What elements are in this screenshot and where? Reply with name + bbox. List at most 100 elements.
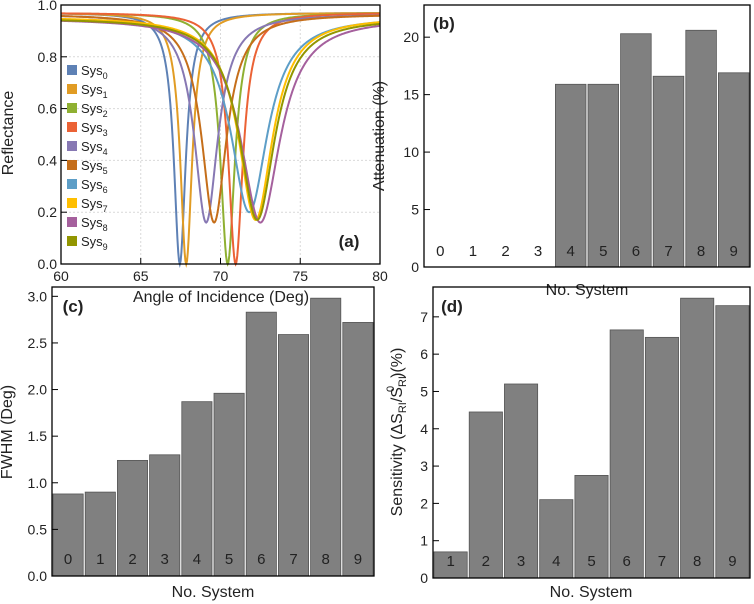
- bar-7: [652, 75, 685, 268]
- bar-4: [539, 499, 574, 579]
- bar-4: [555, 83, 587, 268]
- bar-9: [715, 305, 750, 579]
- legend-label-name: Sys: [81, 196, 103, 211]
- legend-swatch: [67, 236, 77, 246]
- legend-label-name: Sys: [81, 82, 103, 97]
- legend-label-sub: 9: [103, 242, 108, 252]
- panel-d-tag: (d): [441, 297, 463, 316]
- legend-label-name: Sys: [81, 120, 103, 135]
- y-tick-label: 3: [420, 458, 428, 474]
- bar-category-label: 9: [354, 551, 362, 568]
- y-tick-label: 2.0: [28, 382, 48, 398]
- bar-category-label: 7: [664, 243, 672, 260]
- y-tick-label: 2: [420, 495, 428, 511]
- bar-category-label: 3: [161, 551, 169, 568]
- panel-c-fwhm: 0 1 2 3 4 5 6 7 8 9 0.0 0.5 1.0 1.5 2.0 2.5 3.0 No. Sys…: [0, 286, 375, 601]
- bar-category-label: 2: [128, 551, 136, 568]
- bar-category-label: 0: [436, 243, 444, 260]
- legend-label-name: Sys: [81, 139, 103, 154]
- legend-label-name: Sys: [81, 158, 103, 173]
- bar-5: [213, 392, 245, 577]
- legend-label-name: Sys: [81, 234, 103, 249]
- bar-category-label: 3: [517, 553, 525, 570]
- panel-b-frame: [423, 4, 751, 268]
- a-x-tick-label: 65: [133, 268, 149, 284]
- bar-category-label: 6: [257, 551, 265, 568]
- a-x-tick-label: 70: [213, 268, 229, 284]
- bar-1: [84, 491, 116, 577]
- y-label-sup: 0: [385, 386, 397, 392]
- panel-d-sensitivity: 1 2 3 4 5 6 7 8 9 0 1 2 3 4 5 6 7 No. System Sensitivit…: [385, 286, 751, 601]
- bar-category-label: 8: [697, 243, 705, 260]
- legend-label: Sys6: [81, 177, 108, 195]
- legend-label: Sys7: [81, 196, 108, 214]
- legend-swatch: [67, 84, 77, 94]
- bar-category-label: 1: [96, 551, 104, 568]
- y-tick-label: 0: [420, 570, 428, 586]
- y-label-sub-2: RI: [397, 376, 409, 387]
- y-tick-label: 7: [420, 309, 428, 325]
- bar-category-label: 6: [623, 553, 631, 570]
- a-curve-sys5: [60, 14, 381, 224]
- legend-label-sub: 7: [103, 204, 108, 214]
- panel-a-reflectance: 60 65 70 75 80 0.00.20.40.60.81.0 Sys0Sys1Sy…: [0, 0, 388, 306]
- legend-label-sub: 4: [103, 147, 108, 157]
- panel-a-y-axis-label: Reflectance: [0, 91, 17, 176]
- bar-category-label: 7: [658, 553, 666, 570]
- legend-label: Sys2: [81, 101, 108, 119]
- y-tick-label: 5: [420, 383, 428, 399]
- y-tick-label: 20: [403, 29, 419, 45]
- panel-c-bars: 0 1 2 3 4 5 6 7 8 9: [52, 297, 374, 577]
- legend-swatch: [67, 141, 77, 151]
- y-tick-label: 1.5: [28, 428, 48, 444]
- panel-a-grid: [60, 4, 381, 265]
- bar-1: [433, 551, 468, 579]
- y-tick-label: 4: [420, 421, 428, 437]
- legend-swatch: [67, 217, 77, 227]
- bar-9: [342, 322, 374, 577]
- legend-label-name: Sys: [81, 177, 103, 192]
- legend-label-sub: 6: [103, 185, 108, 195]
- bar-category-label: 7: [289, 551, 297, 568]
- panel-c-y-axis-label: FWHM (Deg): [0, 385, 16, 479]
- bar-7: [277, 334, 309, 577]
- y-tick-label: 2.5: [28, 335, 48, 351]
- legend-label: Sys8: [81, 215, 108, 233]
- panel-d-bars: 1 2 3 4 5 6 7 8 9: [433, 297, 750, 579]
- bar-6: [245, 311, 277, 577]
- bar-6: [609, 329, 644, 579]
- y-tick-label: 6: [420, 346, 428, 362]
- bar-2: [117, 459, 149, 577]
- a-x-tick-label: 75: [292, 268, 308, 284]
- a-y-tick-label: 0.2: [38, 204, 58, 220]
- a-y-tick-label: 0.6: [38, 101, 58, 117]
- legend-swatch: [67, 198, 77, 208]
- y-tick-label: 0: [411, 259, 419, 275]
- bar-0: [52, 493, 84, 577]
- a-y-tick-label: 0.4: [38, 152, 58, 168]
- bar-2: [468, 411, 503, 579]
- legend-label-name: Sys: [81, 101, 103, 116]
- bar-6: [620, 33, 652, 268]
- y-tick-label: 1: [420, 533, 428, 549]
- bar-3: [504, 383, 539, 579]
- a-y-tick-label: 1.0: [38, 0, 58, 13]
- a-curve-sys3: [60, 12, 381, 267]
- legend-label: Sys4: [81, 139, 108, 157]
- bar-category-label: 6: [632, 243, 640, 260]
- panel-a-tag: (a): [339, 232, 360, 251]
- bar-category-label: 5: [587, 553, 595, 570]
- a-x-tick-label: 80: [372, 268, 388, 284]
- legend-swatch: [67, 65, 77, 75]
- a-curve-sys9: [60, 19, 381, 222]
- panel-d-frame: [432, 286, 751, 579]
- panel-c-y-ticks: 0.0 0.5 1.0 1.5 2.0 2.5 3.0: [28, 288, 58, 584]
- legend-label-sub: 3: [103, 128, 108, 138]
- panel-a-x-axis-label: Angle of Incidence (Deg): [133, 289, 309, 306]
- bar-category-label: 9: [728, 553, 736, 570]
- bar-category-label: 5: [225, 551, 233, 568]
- legend-label-name: Sys: [81, 215, 103, 230]
- bar-category-label: 8: [322, 551, 330, 568]
- bar-5: [587, 83, 620, 268]
